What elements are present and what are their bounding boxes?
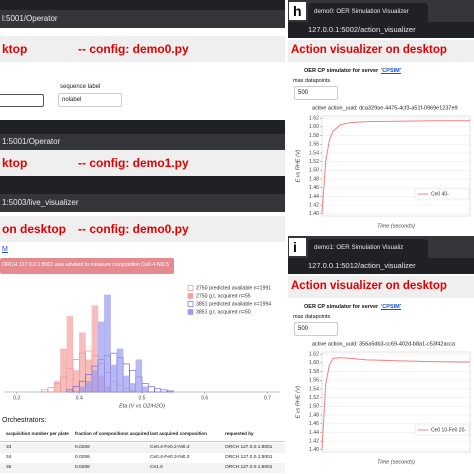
address-bar xyxy=(0,134,285,150)
server-text: OER CP simulator for server xyxy=(304,68,379,74)
table-cell: 34 xyxy=(6,455,12,460)
section-title: Orchestrators: xyxy=(2,417,47,424)
input[interactable] xyxy=(294,86,338,100)
field-label: sequence label xyxy=(60,84,101,90)
address-bar xyxy=(288,258,474,274)
address-bar xyxy=(0,194,285,212)
tab-title[interactable]: demo1: OER Simulation Visualiz xyxy=(314,244,404,251)
url[interactable]: 1:5003/live_visualizer xyxy=(2,198,79,207)
server-link[interactable]: 'CPSIM' xyxy=(381,68,402,74)
input[interactable] xyxy=(294,322,338,336)
heading: ktop xyxy=(2,156,28,170)
column-header: last acquired composition xyxy=(150,431,207,436)
table-cell: 0.0289 xyxy=(75,455,90,460)
dropdown[interactable] xyxy=(0,94,44,107)
tab-title[interactable]: demo0: OER Simulation Visualizer xyxy=(314,8,409,15)
link[interactable]: M xyxy=(2,246,8,253)
field-label: max datapoints xyxy=(293,314,331,320)
input-value: nolabel xyxy=(62,97,82,103)
heading: ktop xyxy=(2,42,28,56)
heading: Action visualizer on desktop xyxy=(291,280,447,292)
table-cell: ORCH 127.0.0.1:8001 xyxy=(225,445,273,450)
heading-band xyxy=(0,150,285,176)
config: -- config: demo1.py xyxy=(78,156,189,170)
heading-band xyxy=(0,36,285,62)
address-bar xyxy=(288,22,474,38)
tab-bar xyxy=(0,176,285,194)
heading-band xyxy=(0,216,285,242)
alert-text: ORCH 127.0.0.1:8001 was advised to measu… xyxy=(2,262,169,268)
table-cell: 0.0269 xyxy=(75,445,90,450)
heading-band xyxy=(288,40,474,62)
input[interactable] xyxy=(58,93,122,107)
table-cell: 35 xyxy=(6,465,12,470)
alert xyxy=(0,258,174,274)
url[interactable]: 127.0.0.1:5012/action_visualizer xyxy=(308,261,416,270)
address-bar xyxy=(0,10,285,28)
table-cell: 33 xyxy=(6,445,12,450)
tab xyxy=(308,239,428,258)
panel-letter: i xyxy=(293,239,297,255)
table-row-bg xyxy=(0,443,285,453)
column-header: fraction of compositions acquired xyxy=(75,431,150,436)
input-value: 500 xyxy=(298,90,309,96)
table-cell: Ce0.4-Fe0.3-Ni0.3 xyxy=(150,455,190,460)
column-header: acquisition number per plate xyxy=(6,431,69,436)
server-link[interactable]: 'CPSIM' xyxy=(381,304,402,310)
table-row-bg xyxy=(0,463,285,473)
heading-band xyxy=(288,276,474,298)
url[interactable]: 127.0.0.1:5002/action_visualizer xyxy=(308,25,416,34)
url[interactable]: l:5001/Operator xyxy=(2,14,58,23)
table-cell: Ce1.0 xyxy=(150,465,163,470)
table-cell: ORCH 127.0.0.1:8001 xyxy=(225,465,273,470)
tab xyxy=(308,3,428,22)
panel-letter-box xyxy=(289,238,306,256)
divider xyxy=(285,0,288,474)
panel-letter-box xyxy=(289,2,306,20)
column-header: requested by xyxy=(225,431,254,436)
server-text: OER CP simulator for server xyxy=(304,304,379,310)
url[interactable]: 1:5001/Operator xyxy=(2,137,61,146)
field-label: max datapoints xyxy=(293,78,331,84)
tab-bar xyxy=(0,120,285,134)
input-value: 500 xyxy=(298,326,309,332)
panel-letter: h xyxy=(293,3,302,19)
table-cell: 0.0289 xyxy=(75,465,90,470)
heading: on desktop xyxy=(2,222,67,236)
table-rule xyxy=(0,441,285,442)
config: -- config: demo0.py xyxy=(78,42,189,56)
tab-bar xyxy=(0,0,285,10)
content xyxy=(0,212,285,474)
table-cell: ORCH 127.0.0.1:8001 xyxy=(225,455,273,460)
table-cell: Ce0.4-Fe0.2-Ni0.4 xyxy=(150,445,190,450)
config: -- config: demo0.py xyxy=(78,222,189,236)
heading: Action visualizer on desktop xyxy=(291,44,447,56)
